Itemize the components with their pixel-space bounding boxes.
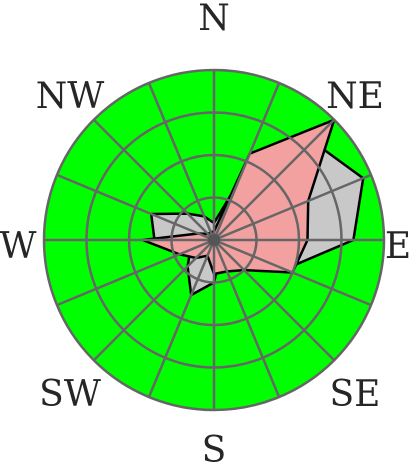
direction-label-e: E: [385, 226, 411, 267]
direction-label-sw: SW: [39, 374, 101, 415]
grid-spoke-wnw: [56, 173, 215, 242]
grid-spoke-sse: [212, 239, 281, 398]
grid-spoke-ese: [213, 238, 372, 307]
grid-spoke-wsw: [56, 238, 215, 307]
grid-spoke-sw: [92, 239, 215, 362]
center-hub: [208, 234, 220, 246]
direction-label-ne: NE: [326, 76, 384, 117]
grid-spoke-ene: [213, 173, 372, 242]
direction-label-n: N: [198, 0, 230, 39]
grid-spoke-se: [213, 239, 336, 362]
grid-spoke-ne: [213, 118, 336, 241]
direction-label-w: W: [0, 226, 37, 267]
grid-spoke-nnw: [147, 82, 216, 241]
direction-label-s: S: [202, 430, 227, 470]
plot-area: [42, 68, 386, 412]
grid-spoke-ssw: [147, 239, 216, 398]
grid-spoke-nw: [92, 118, 215, 241]
direction-label-se: SE: [330, 374, 381, 415]
direction-label-nw: NW: [36, 76, 105, 117]
grid-spoke-nne: [212, 82, 281, 241]
